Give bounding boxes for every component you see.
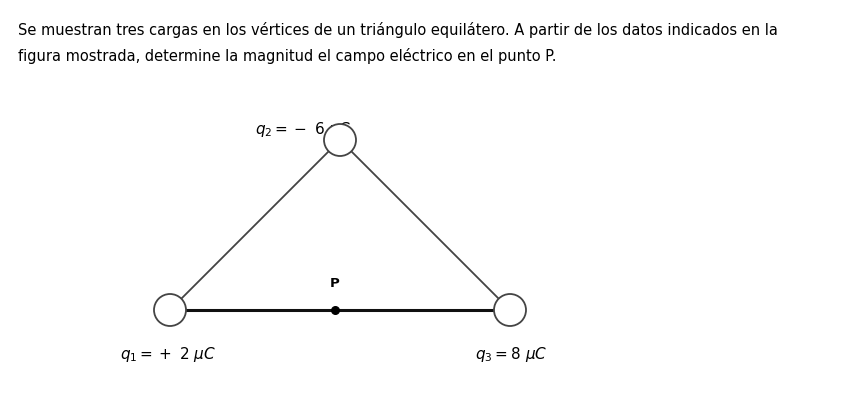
Point [329,307,342,313]
Text: $q_3 = 8\ \mu C$: $q_3 = 8\ \mu C$ [475,345,548,364]
Text: P: P [330,277,340,290]
Circle shape [494,294,526,326]
Text: $q_1 = +\ 2\ \mu C$: $q_1 = +\ 2\ \mu C$ [120,345,216,364]
Text: figura mostrada, determine la magnitud el campo eléctrico en el punto P.: figura mostrada, determine la magnitud e… [18,48,556,64]
Circle shape [324,124,356,156]
Text: $q_2 = -\ 6\ \mu C$: $q_2 = -\ 6\ \mu C$ [255,120,352,139]
Circle shape [154,294,186,326]
Text: Se muestran tres cargas en los vértices de un triángulo equilátero. A partir de : Se muestran tres cargas en los vértices … [18,22,778,38]
